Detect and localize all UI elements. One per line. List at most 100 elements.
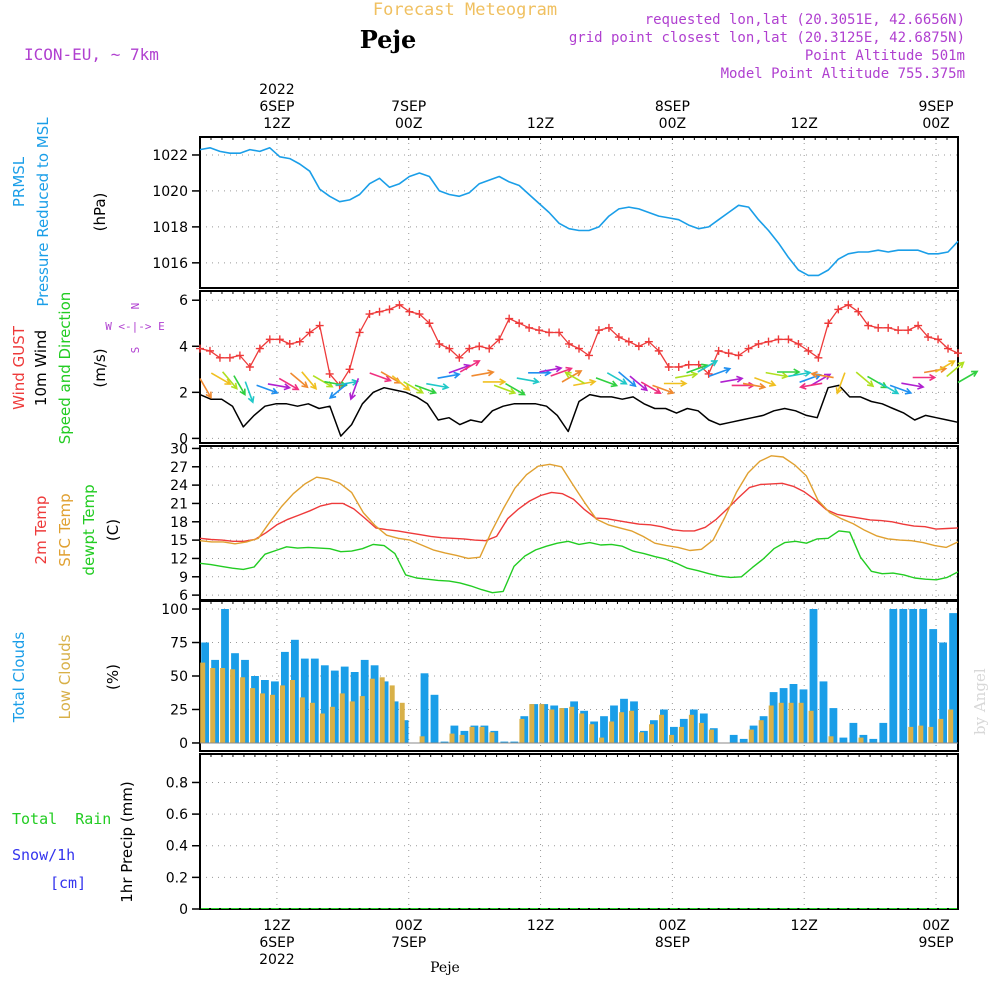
rain-bar	[919, 908, 928, 909]
wind-gust-point	[834, 305, 843, 314]
total-cloud-bar	[849, 722, 858, 743]
footer-location: Peje	[430, 960, 460, 976]
wind-gust-point	[704, 369, 713, 378]
low-cloud-bar	[210, 668, 216, 743]
clouds-ytick-label: 25	[170, 702, 188, 718]
precip-ytick-label: 0.4	[166, 839, 188, 855]
precip-side-labels: Total Rain Snow/1h [cm] 1hr Precip (mm)	[12, 781, 136, 902]
total-cloud-bar	[809, 609, 818, 743]
pressure-label-prmsl: PRMSL	[10, 156, 28, 207]
rain-bar	[879, 908, 888, 909]
wind-direction-arrow	[426, 382, 450, 391]
time-top-label: 00Z	[922, 116, 949, 132]
clouds-ytick-label: 75	[170, 636, 188, 652]
low-cloud-bar	[379, 677, 385, 743]
time-axis-labels: 20226SEP12Z12Z6SEP20227SEP00Z00Z7SEP12Z1…	[259, 82, 953, 968]
rain-bar	[809, 908, 818, 909]
point-altitude: Point Altitude 501m	[805, 48, 965, 64]
wind-gust-point	[365, 310, 374, 319]
wind-label-10m: 10m Wind	[32, 330, 50, 406]
wind-direction-arrow	[663, 379, 688, 388]
wind-direction-arrow	[516, 377, 541, 385]
wind-gust-point	[854, 307, 863, 316]
wind-direction-arrow	[765, 371, 789, 380]
location-title: Peje	[360, 25, 417, 54]
time-top-label: 12Z	[527, 116, 554, 132]
rain-bar	[540, 908, 549, 909]
wind-gust-point	[944, 344, 953, 353]
wind-direction-arrow	[697, 360, 719, 373]
rain-bar	[380, 908, 389, 909]
low-cloud-bar	[369, 678, 375, 743]
low-cloud-bar	[329, 706, 335, 743]
total-cloud-bar	[320, 665, 329, 743]
wind-gust-point	[475, 342, 484, 351]
precip-ytick-label: 0.6	[166, 807, 188, 823]
total-cloud-bar	[879, 722, 888, 743]
wind-gust-point	[385, 305, 394, 314]
total-cloud-bar	[430, 694, 439, 743]
wind-direction-arrow	[414, 384, 438, 395]
temp-sfc-line	[199, 455, 959, 560]
rain-bar	[320, 908, 329, 909]
rain-bar	[669, 908, 678, 909]
temperature-panel: 6 9 12 15 18 21 24 27 30	[170, 441, 959, 604]
low-cloud-bar	[788, 702, 794, 743]
total-cloud-bar	[500, 741, 509, 743]
wind-direction-arrow	[221, 371, 238, 390]
wind-gust-point	[794, 339, 803, 348]
rain-bar	[480, 908, 489, 909]
rain-bar	[390, 908, 399, 909]
wind-ytick-label: 6	[179, 293, 188, 309]
wind-gust-point	[934, 335, 943, 344]
rain-bar	[799, 908, 808, 909]
rain-bar	[290, 908, 299, 909]
precip-ytick-label: 0.2	[166, 870, 188, 886]
time-top-label: 8SEP	[655, 99, 690, 115]
low-cloud-bar	[798, 702, 804, 743]
low-cloud-bar	[688, 714, 694, 743]
time-top-label: 9SEP	[918, 99, 953, 115]
rain-bar	[560, 908, 568, 909]
rain-bar	[939, 908, 947, 909]
wind-gust-point	[405, 307, 414, 316]
low-cloud-bar	[200, 662, 206, 743]
low-cloud-bar	[828, 736, 834, 743]
wind-gust-point	[515, 319, 524, 328]
wind-ytick-label: 0	[179, 431, 188, 447]
rain-bar	[550, 908, 559, 909]
wind-ytick-label: 4	[179, 339, 188, 355]
wind-frame	[199, 290, 959, 444]
low-cloud-bar	[260, 693, 265, 743]
time-bottom-label: 9SEP	[918, 935, 953, 951]
wind-direction-arrow	[788, 369, 812, 378]
low-cloud-bar	[359, 696, 365, 743]
wind-direction-arrow	[742, 382, 767, 390]
wind-gust-point	[954, 349, 962, 358]
model-altitude: Model Point Altitude 755.375m	[721, 66, 965, 82]
rain-bar	[639, 908, 648, 909]
total-cloud-bar	[420, 673, 429, 743]
low-cloud-bar	[230, 669, 236, 743]
pressure-ytick-label: 1020	[152, 184, 188, 200]
wind-gust-point	[435, 339, 444, 348]
rain-bar	[470, 908, 479, 909]
wind-gust-point	[205, 346, 214, 355]
rain-bar	[869, 908, 878, 909]
rain-bar	[699, 908, 708, 909]
rain-bar	[230, 908, 239, 909]
model-label: ICON-EU, ~ 7km	[24, 45, 159, 64]
wind-ytick-label: 2	[179, 385, 188, 401]
rain-bar	[759, 908, 768, 909]
pressure-frame	[199, 136, 959, 289]
rain-bar	[220, 908, 229, 909]
wind-gust-point	[824, 319, 833, 328]
low-cloud-bar	[399, 702, 405, 743]
time-bottom-label: 2022	[259, 952, 295, 968]
wind-gust-point	[295, 337, 304, 346]
rain-bar	[400, 908, 409, 909]
wind-direction-arrow	[550, 366, 573, 377]
rain-bar	[719, 908, 728, 909]
wind-gust-point	[774, 335, 783, 344]
